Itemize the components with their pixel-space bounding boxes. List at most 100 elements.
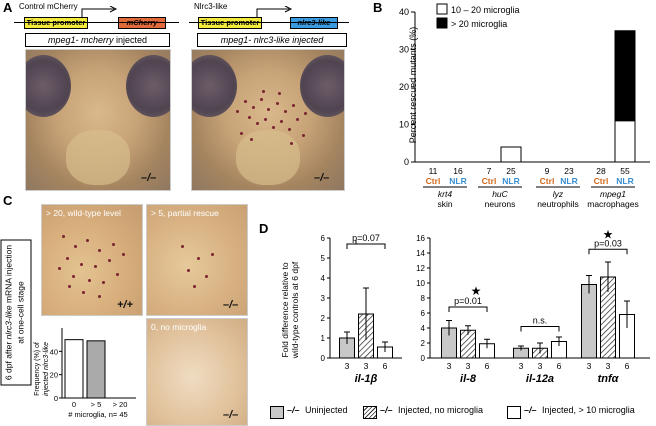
legend-label-gt20: > 20 microglia [451, 19, 507, 29]
genotype-label-partial: –/– [223, 299, 239, 311]
n-label: 6 [485, 361, 490, 371]
bar-group-label: NLR [560, 176, 577, 186]
embryo-image-control: –/– [25, 49, 171, 191]
side-label-prefix: 6 dpf after [3, 339, 14, 381]
inset-y-tick-label: 40 [50, 347, 58, 356]
pval-bracket-il8-label: p=0.01 [454, 296, 482, 306]
gene-label: tnfα [598, 373, 620, 385]
n-label: 6 [557, 361, 562, 371]
group-gene-label: mpeg1 [600, 189, 626, 199]
n-label: 6 [383, 361, 388, 371]
mcherry-gene: mCherry [118, 17, 166, 29]
panel-b-label: B [373, 0, 383, 15]
embryo-image-no-microglia: 0, no microglia –/– [146, 318, 248, 426]
y-tick-label: 30 [399, 45, 409, 55]
bar-group-label: NLR [616, 176, 633, 186]
left-y-tick-label: 5 [321, 254, 326, 263]
inset-xlabel: # microglia, n= 45 [68, 410, 127, 419]
right-y-tick-label: 16 [416, 234, 425, 243]
genotype-label-nlrc3: –/– [314, 172, 330, 184]
embryo-eye-right [126, 55, 170, 117]
side-label-suffix: mRNA injection [3, 244, 14, 306]
injected-label-left: mpeg1- mcherry injected [25, 33, 170, 47]
legend-text-uninjected: Uninjected [305, 405, 348, 415]
n-label: 7 [487, 166, 492, 176]
left-y-tick-label: 2 [321, 314, 326, 323]
bar-gt20 [614, 30, 636, 122]
pval-bracket-il12a [520, 326, 560, 332]
side-label-gene: nlrc3-like [3, 305, 14, 340]
genotype-label-control: –/– [141, 172, 157, 184]
group-tissue-label: macrophages [587, 199, 639, 209]
right-y-tick-label: 10 [416, 279, 425, 288]
n-label: 3 [587, 361, 592, 371]
group-tissue-label: neutrophils [537, 199, 579, 209]
n-label: 55 [620, 166, 630, 176]
injected-construct-right: mpeg1- nlrc3-like [220, 35, 290, 45]
left-y-tick-label: 4 [321, 274, 326, 283]
pval-bracket-il1b-label: p=0.07 [352, 233, 380, 243]
right-y-tick-label: 6 [421, 309, 426, 318]
n-label: 25 [506, 166, 516, 176]
significance-star-il8: ★ [471, 284, 482, 298]
n-label: 3 [538, 361, 543, 371]
genotype-label-wildtype: +/+ [117, 299, 133, 311]
bar-group-label: Ctrl [594, 176, 609, 186]
n-label: 3 [345, 361, 350, 371]
tissue-promoter-left: Tissue promoter [24, 17, 88, 29]
inset-histogram: 0 20 40 0 > 5 > 20# microglia, n= 45 [50, 328, 136, 419]
bar-group-label: NLR [502, 176, 519, 186]
group-gene-label: huC [492, 189, 508, 199]
right-y-tick-label: 4 [421, 324, 426, 333]
group-tissue-label: neurons [485, 199, 516, 209]
cytokine-bar [581, 284, 597, 359]
n-label: 6 [625, 361, 630, 371]
gene-label-il1b: il-1β [355, 373, 378, 385]
bar-group-label: Ctrl [540, 176, 555, 186]
panel-c-side-label: 6 dpf after nlrc3-like mRNA injection at… [0, 239, 32, 386]
injected-construct-left: mpeg1- mcherry [47, 35, 114, 45]
rescue-bar-chart: 0 10 20 30 40 10 – 20 microglia > 20 microglia… [399, 3, 650, 209]
injected-word-left: injected [113, 35, 148, 45]
legend-swatch-no-microglia [363, 406, 377, 419]
injected-label-right: mpeg1- nlrc3-like injected [197, 33, 347, 47]
n-label: 16 [453, 166, 463, 176]
inset-ylabel-line1: Frequency (%) of [34, 342, 41, 396]
embryo-image-partial: > 5, partial rescue –/– [146, 204, 248, 316]
promoter-arrow-left [81, 6, 118, 17]
panel-c-label: C [3, 193, 13, 208]
n-label: 23 [564, 166, 574, 176]
bar-group-label: NLR [449, 176, 466, 186]
right-y-tick-label: 14 [416, 249, 425, 258]
tissue-promoter-right: Tissue promoter [198, 17, 262, 29]
left-y-tick-label: 0 [321, 354, 326, 363]
y-tick-label: 20 [399, 82, 409, 92]
bar-group-label: Ctrl [482, 176, 497, 186]
left-y-tick-label: 1 [321, 334, 326, 343]
embryo-image-wildtype: > 20, wild-type level +/+ [41, 204, 143, 316]
inset-y-tick-label: 20 [50, 371, 58, 380]
pval-bracket-tnfa-label: p=0.03 [594, 238, 622, 248]
pval-bracket-tnfa [588, 248, 628, 255]
construct-title-left: Control mCherry [19, 2, 78, 11]
panel-d-label: D [259, 221, 269, 236]
left-y-tick-label: 3 [321, 294, 326, 303]
caption-no-microglia: 0, no microglia [151, 322, 207, 332]
y-tick-label: 0 [404, 157, 409, 167]
legend-swatch-gt10 [507, 406, 521, 419]
inset-x-tick-label: > 20 [113, 400, 128, 409]
n-label: 9 [545, 166, 550, 176]
pval-bracket-il12a-label: n.s. [533, 316, 548, 326]
gene-label: il-8 [460, 373, 477, 385]
right-y-tick-label: 8 [421, 294, 426, 303]
n-label: 3 [466, 361, 471, 371]
embryo-eye-left [26, 55, 71, 117]
legend-swatch-10-20 [436, 3, 448, 15]
legend-text-gt10: Injected, > 10 microglia [542, 405, 635, 415]
bar-10-20 [614, 120, 636, 163]
group-gene-label: krt4 [438, 189, 452, 199]
bar-10-20 [500, 146, 522, 163]
inset-x-tick-label: > 5 [91, 400, 102, 409]
pval-bracket-il8 [448, 306, 488, 312]
